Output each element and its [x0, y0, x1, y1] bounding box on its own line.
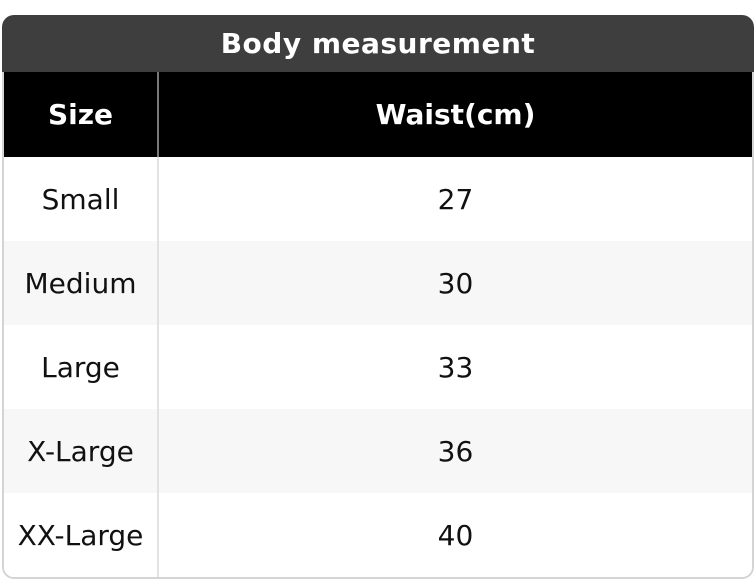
table-row: Large 33	[4, 325, 752, 409]
table-title-bar: Body measurement	[2, 15, 754, 72]
column-header-size: Size	[4, 72, 159, 157]
size-cell: XX-Large	[4, 493, 159, 577]
size-cell: Small	[4, 157, 159, 241]
table-body: Size Waist(cm) Small 27 Medium 30 Large …	[2, 72, 754, 579]
waist-cell: 40	[437, 518, 474, 552]
column-header-waist: Waist(cm)	[375, 98, 536, 131]
size-cell: Medium	[4, 241, 159, 325]
waist-cell: 36	[437, 434, 474, 468]
waist-cell: 30	[437, 266, 474, 300]
size-cell: X-Large	[4, 409, 159, 493]
table-row: XX-Large 40	[4, 493, 752, 577]
size-chart-table: Body measurement Size Waist(cm) Small 27…	[2, 15, 754, 579]
waist-cell: 33	[437, 350, 474, 384]
table-row: X-Large 36	[4, 409, 752, 493]
table-row: Small 27	[4, 157, 752, 241]
table-row: Medium 30	[4, 241, 752, 325]
table-title: Body measurement	[220, 27, 536, 60]
table-header-row: Size Waist(cm)	[4, 72, 752, 157]
size-cell: Large	[4, 325, 159, 409]
waist-cell: 27	[437, 182, 474, 216]
